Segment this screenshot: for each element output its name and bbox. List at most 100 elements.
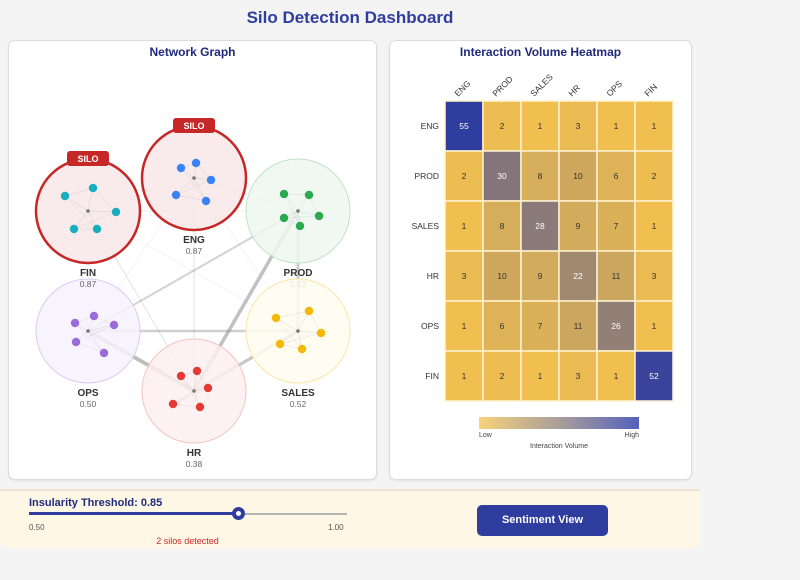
heatmap-cell[interactable]: 1 (444, 200, 484, 252)
heatmap-cell[interactable]: 6 (596, 150, 636, 202)
heatmap-cell-rect[interactable] (444, 300, 484, 352)
member-node[interactable] (71, 337, 81, 347)
heatmap-cell[interactable]: 3 (634, 250, 674, 302)
heatmap-cell[interactable]: 8 (482, 200, 522, 252)
slider-thumb[interactable] (232, 507, 246, 520)
member-node[interactable] (60, 191, 70, 201)
heatmap-cell-rect[interactable] (596, 100, 636, 152)
member-node[interactable] (109, 320, 119, 330)
member-node[interactable] (111, 207, 121, 217)
heatmap-col-label: HR (566, 83, 582, 99)
heatmap-cell[interactable]: 11 (558, 300, 598, 352)
member-node[interactable] (297, 344, 307, 354)
member-link (275, 317, 299, 332)
heatmap-cell-rect[interactable] (634, 350, 674, 402)
member-node[interactable] (279, 189, 289, 199)
member-node[interactable] (314, 211, 324, 221)
heatmap-cell[interactable]: 30 (482, 150, 522, 202)
heatmap-cell[interactable]: 3 (558, 350, 598, 402)
heatmap-cell-rect[interactable] (596, 300, 636, 352)
heatmap-cell-rect[interactable] (634, 150, 674, 202)
heatmap-cell-rect[interactable] (482, 350, 522, 402)
heatmap-cell[interactable]: 2 (482, 100, 522, 152)
member-node[interactable] (195, 402, 205, 412)
heatmap-cell[interactable]: 1 (444, 300, 484, 352)
heatmap-cell[interactable]: 2 (482, 350, 522, 402)
member-node[interactable] (304, 190, 314, 200)
heatmap-cell[interactable]: 9 (520, 250, 560, 302)
heatmap-cell[interactable]: 1 (520, 100, 560, 152)
heatmap-cell[interactable]: 1 (520, 350, 560, 402)
member-node[interactable] (168, 399, 178, 409)
member-node[interactable] (176, 163, 186, 173)
member-node[interactable] (304, 306, 314, 316)
heatmap-cell-value: 3 (462, 271, 467, 281)
heatmap-cell[interactable]: 2 (634, 150, 674, 202)
heatmap-cell[interactable]: 1 (596, 100, 636, 152)
member-node[interactable] (201, 196, 211, 206)
member-node[interactable] (316, 328, 326, 338)
member-node[interactable] (192, 366, 202, 376)
heatmap-cell[interactable]: 6 (482, 300, 522, 352)
sentiment-view-button[interactable]: Sentiment View (477, 505, 608, 536)
heatmap-cell[interactable]: 55 (444, 100, 484, 152)
heatmap-cell-rect[interactable] (596, 150, 636, 202)
member-node[interactable] (69, 224, 79, 234)
heatmap-cell[interactable]: 1 (596, 350, 636, 402)
member-node[interactable] (89, 311, 99, 321)
member-node[interactable] (171, 190, 181, 200)
heatmap-cell[interactable]: 1 (444, 350, 484, 402)
heatmap-cell-value: 9 (538, 271, 543, 281)
heatmap-cell-rect[interactable] (596, 350, 636, 402)
heatmap-cell[interactable]: 52 (634, 350, 674, 402)
member-node[interactable] (88, 183, 98, 193)
heatmap-cell[interactable]: 2 (444, 150, 484, 202)
heatmap-cell[interactable]: 3 (558, 100, 598, 152)
member-node[interactable] (176, 371, 186, 381)
heatmap-cell-rect[interactable] (482, 300, 522, 352)
member-node[interactable] (203, 383, 213, 393)
heatmap-cell[interactable]: 22 (558, 250, 598, 302)
member-node[interactable] (275, 339, 285, 349)
cluster-hr[interactable]: HR0.38 (141, 338, 247, 469)
heatmap-cell[interactable]: 1 (634, 300, 674, 352)
member-node[interactable] (206, 175, 216, 185)
heatmap-cell-rect[interactable] (444, 200, 484, 252)
heatmap-cell[interactable]: 10 (482, 250, 522, 302)
heatmap-cell-rect[interactable] (520, 200, 560, 252)
heatmap-cell-rect[interactable] (558, 350, 598, 402)
heatmap-cell-rect[interactable] (444, 350, 484, 402)
heatmap-cell[interactable]: 1 (634, 100, 674, 152)
heatmap-cell[interactable]: 10 (558, 150, 598, 202)
heatmap-cell-rect[interactable] (634, 300, 674, 352)
cluster-prod[interactable]: PROD0.52 (245, 158, 351, 289)
heatmap-cell-rect[interactable] (444, 100, 484, 152)
heatmap-cell[interactable]: 9 (558, 200, 598, 252)
member-node[interactable] (70, 318, 80, 328)
heatmap-cell-value: 9 (576, 221, 581, 231)
heatmap-cell[interactable]: 26 (596, 300, 636, 352)
member-link (64, 187, 94, 197)
heatmap-cell-rect[interactable] (520, 150, 560, 202)
member-node[interactable] (191, 158, 201, 168)
heatmap-cell-rect[interactable] (634, 250, 674, 302)
heatmap-cell[interactable]: 11 (596, 250, 636, 302)
heatmap-cell[interactable]: 3 (444, 250, 484, 302)
heatmap-cell[interactable]: 1 (634, 200, 674, 252)
heatmap-cell[interactable]: 7 (520, 300, 560, 352)
heatmap-cell[interactable]: 8 (520, 150, 560, 202)
member-node[interactable] (92, 224, 102, 234)
heatmap-cell[interactable]: 7 (596, 200, 636, 252)
threshold-slider[interactable] (29, 507, 347, 521)
heatmap-cell-rect[interactable] (558, 100, 598, 152)
member-node[interactable] (271, 313, 281, 323)
insularity-score: 0.87 (186, 246, 203, 256)
member-node[interactable] (295, 221, 305, 231)
member-node[interactable] (279, 213, 289, 223)
heatmap-cell[interactable]: 28 (520, 200, 560, 252)
member-node[interactable] (99, 348, 109, 358)
